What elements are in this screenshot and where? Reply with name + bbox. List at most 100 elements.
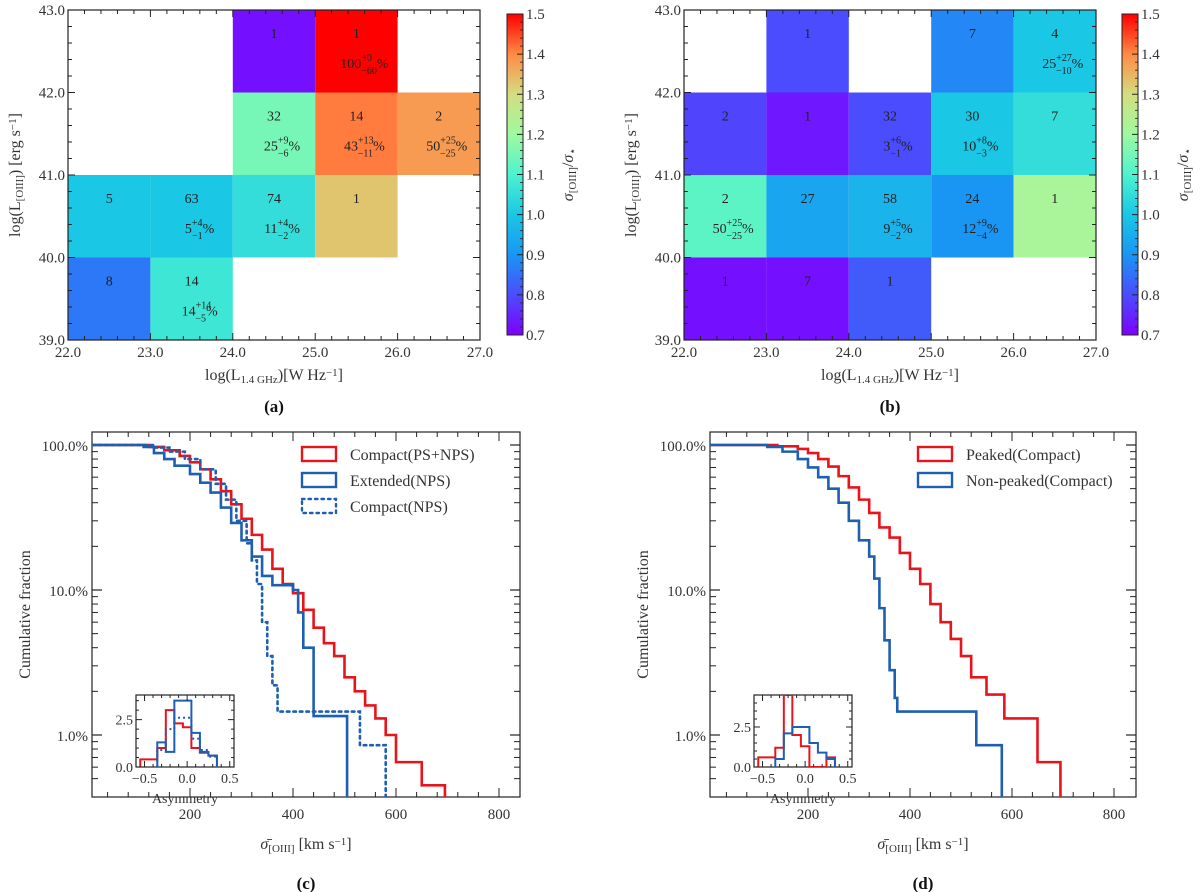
- heatmap-cell-rect: [315, 175, 398, 258]
- percent-value: 10: [962, 140, 976, 155]
- cell-count-label: 14: [185, 275, 199, 290]
- percent-sign: %: [901, 140, 913, 155]
- y-axis-label-text: log(L[OIII]) [erg s−1]: [623, 113, 642, 237]
- y-tick-label: 42.0: [39, 86, 65, 102]
- heatmap-cell: 14 43+13 −11%: [315, 92, 398, 175]
- series-group: [92, 443, 447, 797]
- label-part: ]: [963, 836, 968, 853]
- percent-value: 12: [962, 222, 976, 237]
- percent-lower-error: −1: [890, 149, 901, 160]
- colorbar-tick-label: 1.1: [1141, 168, 1160, 184]
- cell-percent-label: 11+4 −2%: [264, 218, 300, 242]
- legend-label: Peaked(Compact): [966, 447, 1081, 464]
- label-part: /: [560, 162, 577, 167]
- label-part: ]: [338, 367, 343, 384]
- percent-upper-error: +14: [196, 301, 212, 312]
- cell-percent-label: 100+0 −60%: [340, 53, 389, 77]
- percent-lower-error: −10: [1056, 66, 1072, 77]
- panel-label: (b): [880, 397, 901, 416]
- cell-count-label: 7: [804, 275, 811, 290]
- inset-x-tick-label: 0.5: [839, 772, 857, 787]
- colorbar-tick-label: 1.3: [1141, 87, 1160, 103]
- label-part: log(L: [623, 201, 640, 237]
- x-tick-label: 600: [385, 807, 408, 823]
- label-part: [OIII]: [14, 175, 26, 201]
- colorbar-tick-label: 1.0: [1141, 208, 1160, 224]
- heatmap-cell-rect: [684, 257, 767, 340]
- heatmap-cell-rect: [931, 175, 1014, 258]
- y-tick-label: 1.0%: [675, 729, 706, 745]
- inset-x-tick-label: −0.5: [750, 772, 775, 787]
- label-part: log(L: [205, 367, 241, 384]
- percent-sign: %: [987, 140, 999, 155]
- percent-lower-error: −11: [358, 149, 373, 160]
- cumulative-panel-c: 200 400 600 800 1.0% 10.0% 100.0% σ̄[OIII] [km …: [17, 431, 521, 892]
- cell-count-label: 30: [965, 110, 979, 125]
- inset-y-tick-label: 2.5: [116, 714, 134, 729]
- label-part: /: [1175, 162, 1192, 167]
- cell-count-label: 7: [969, 27, 976, 42]
- heatmap-cell-rect: [684, 175, 767, 258]
- cell-count-label: 58: [883, 192, 897, 207]
- x-tick-label: 22.0: [55, 345, 81, 361]
- percent-value: 25: [1042, 57, 1056, 72]
- label-part: ⋆: [1182, 148, 1194, 155]
- inset-hist-non-peaked-compact-: [774, 726, 836, 767]
- heatmap-cell: 8: [68, 257, 151, 340]
- heatmap-cell: 74 11+4 −2%: [232, 175, 316, 258]
- cell-percent-label: 3+6 −1%: [883, 136, 913, 160]
- percent-value: 11: [264, 222, 277, 237]
- inset-frame: [135, 694, 235, 768]
- heatmap-cell: 2: [684, 92, 767, 175]
- x-tick-label: 400: [282, 807, 305, 823]
- percent-sign: %: [203, 222, 215, 237]
- heatmap-cell-rect: [232, 92, 316, 175]
- percent-upper-error: +13: [358, 136, 374, 147]
- y-tick-label: 10.0%: [667, 584, 706, 600]
- label-part: σ̄: [260, 836, 272, 853]
- cell-count-label: 27: [801, 192, 815, 207]
- percent-upper-error: +4: [278, 218, 289, 229]
- inset-series-group: [139, 699, 218, 767]
- cell-percent-label: 9+5 −2%: [883, 218, 913, 242]
- cell-count-label: 2: [722, 110, 729, 125]
- x-tick-label: 600: [1001, 807, 1024, 823]
- inset-series-group: [757, 695, 836, 767]
- heatmap-cell: 2 50+25 −25%: [397, 92, 480, 175]
- label-part: ⋆: [567, 148, 579, 155]
- percent-upper-error: +6: [890, 136, 901, 147]
- inset-hist-extended-nps-: [156, 699, 218, 767]
- cell-count-label: 63: [185, 192, 199, 207]
- percent-value: 9: [883, 222, 890, 237]
- inset-y-tick-label: 0.0: [734, 761, 752, 776]
- y-tick-label: 42.0: [655, 86, 681, 102]
- cell-count-label: 5: [106, 192, 113, 207]
- colorbar-tick-label: 1.3: [526, 87, 545, 103]
- legend-label: Extended(NPS): [350, 473, 450, 490]
- cell-count-label: 32: [267, 110, 281, 125]
- y-tick-label: 40.0: [655, 251, 681, 267]
- cell-count-label: 1: [804, 110, 811, 125]
- label-part: σ: [560, 154, 577, 163]
- heatmap-cell: 1 100+0 −60%: [315, 10, 398, 93]
- percent-lower-error: −2: [890, 231, 901, 242]
- cell-percent-label: 50+25 −25%: [713, 218, 754, 242]
- y-axis-label: log(L[OIII]) [erg s−1]: [7, 113, 26, 237]
- percent-upper-error: +25: [727, 218, 743, 229]
- heatmap-cell: 7: [931, 10, 1014, 93]
- heatmap-cell-rect: [766, 257, 849, 340]
- label-part: ) [erg s: [623, 130, 640, 175]
- label-part: )[W Hz: [278, 367, 326, 384]
- percent-upper-error: +5: [890, 218, 901, 229]
- y-tick-label: 100.0%: [660, 439, 706, 455]
- series-line-extended-nps-: [92, 443, 349, 797]
- inset-x-tick-label: 0.0: [796, 772, 814, 787]
- colorbar-tick-label: 0.7: [526, 328, 545, 344]
- legend-swatch: [916, 471, 954, 489]
- heatmap-cell: 58 9+5 −2%: [848, 175, 932, 258]
- colorbar-tick-label: 0.9: [1141, 248, 1160, 264]
- colorbar-tick-label: 1.1: [526, 168, 545, 184]
